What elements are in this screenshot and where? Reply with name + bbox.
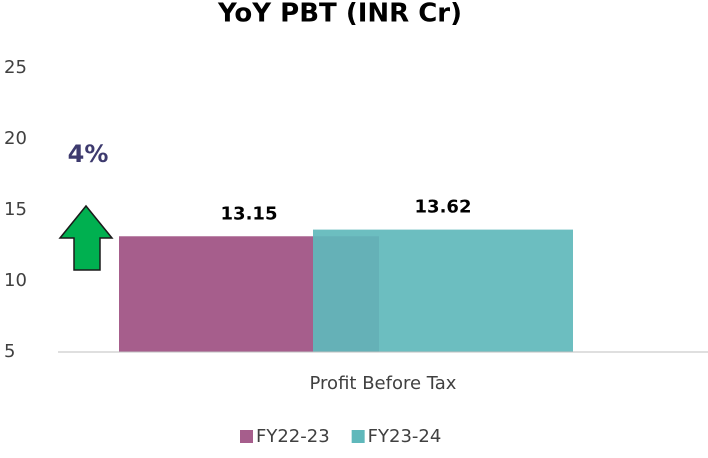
y-tick-label: 10	[4, 270, 27, 291]
x-tick-label: Profit Before Tax	[310, 373, 457, 394]
y-tick-label: 15	[4, 199, 27, 220]
y-tick-label: 25	[4, 57, 27, 78]
legend-label: FY23-24	[368, 426, 442, 447]
legend-swatch	[240, 430, 253, 443]
data-label: 13.15	[221, 203, 278, 224]
bar	[313, 229, 573, 352]
chart-title: YoY PBT (INR Cr)	[217, 0, 462, 29]
legend-swatch	[351, 430, 365, 443]
up-arrow	[58, 204, 114, 271]
data-label: 13.62	[415, 197, 472, 218]
legend-label: FY22-23	[256, 426, 330, 447]
y-tick-label: 20	[4, 128, 27, 149]
annotation: 4%	[68, 140, 109, 168]
y-tick-label: 5	[4, 341, 15, 362]
